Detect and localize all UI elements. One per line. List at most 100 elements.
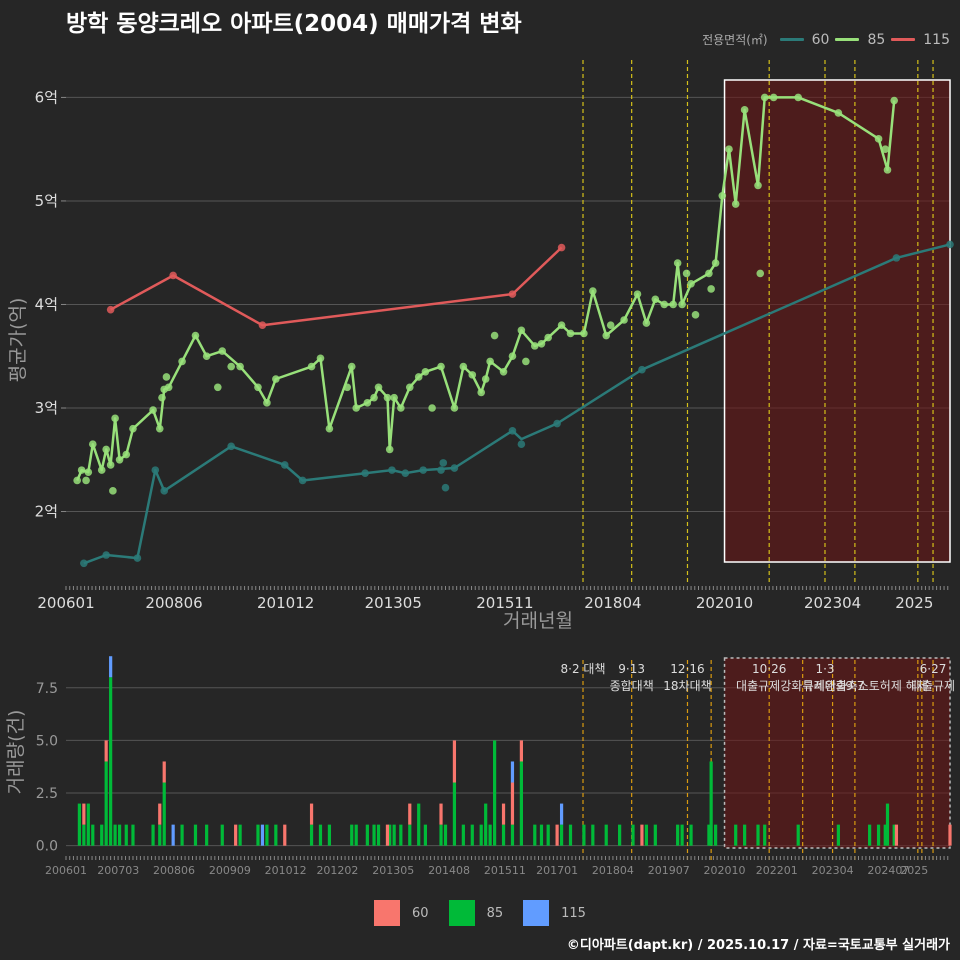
price-point-85 — [155, 424, 164, 433]
volume-bar-85 — [109, 677, 113, 846]
price-point-60 — [946, 240, 954, 249]
price-point-85 — [272, 375, 280, 383]
price-point-115 — [169, 271, 177, 280]
price-point-85 — [325, 424, 334, 433]
volume-annotation-text: 대출규제강화 — [736, 679, 802, 693]
price-y-tick-label: 5억 — [35, 192, 58, 210]
price-point-85 — [678, 300, 686, 309]
price-point-85 — [499, 367, 508, 376]
price-point-60 — [508, 426, 517, 435]
price-point-85 — [158, 393, 166, 402]
volume-bar-85 — [274, 824, 278, 846]
price-point-85 — [669, 300, 677, 309]
price-point-60 — [401, 469, 410, 478]
price-point-85 — [602, 331, 611, 340]
volume-bar-85 — [180, 824, 184, 846]
volume-annotation-text: 1·3 — [815, 662, 834, 676]
price-point-85 — [606, 321, 615, 329]
volume-bar-85 — [82, 824, 86, 846]
volume-bar-85 — [743, 824, 747, 846]
bottom-legend-item-60: 60 — [374, 900, 429, 926]
volume-bar-85 — [470, 824, 474, 846]
price-point-85 — [397, 404, 405, 412]
volume-bar-85 — [631, 824, 635, 846]
volume-bar-85 — [131, 824, 135, 846]
price-point-60 — [388, 466, 396, 474]
volume-annotation-text: 9·13 — [618, 662, 645, 676]
price-point-85 — [468, 371, 477, 379]
source-credit: ©디아파트(dapt.kr) / 2025.10.17 / 자료=국토교통부 실… — [566, 938, 950, 953]
price-point-85 — [122, 450, 131, 459]
volume-bar-85 — [162, 782, 166, 846]
price-point-85 — [191, 331, 200, 340]
price-point-85 — [754, 181, 762, 190]
bottom-legend: 60 85 115 — [0, 900, 960, 926]
price-x-tick-label: 201012 — [257, 594, 314, 612]
price-point-60 — [437, 466, 445, 474]
volume-bar-85 — [582, 824, 586, 846]
price-point-85 — [162, 373, 171, 381]
volume-bar-85 — [354, 824, 358, 846]
price-point-60 — [638, 365, 646, 374]
price-point-85 — [566, 329, 575, 338]
volume-bar-60 — [519, 740, 523, 762]
price-point-85 — [517, 326, 526, 335]
bottom-legend-swatch-115 — [523, 900, 550, 926]
price-point-85 — [164, 383, 173, 392]
price-x-tick-label: 200806 — [145, 594, 202, 612]
top-legend-label-85: 85 — [867, 31, 886, 48]
price-point-85 — [363, 399, 372, 407]
bottom-legend-label-115: 115 — [561, 905, 586, 921]
volume-x-tick-label: 201701 — [536, 864, 578, 877]
volume-y-tick-label: 7.5 — [36, 681, 58, 697]
volume-annotation-text: 규제완화 — [803, 679, 847, 693]
volume-x-tick-label: 202407 — [867, 864, 909, 877]
volume-bar-85 — [568, 824, 573, 846]
price-point-60 — [133, 554, 142, 562]
volume-bar-85 — [372, 824, 376, 846]
volume-bar-85 — [104, 761, 108, 846]
volume-bar-85 — [756, 824, 760, 846]
price-y-tick-label: 2억 — [35, 503, 58, 521]
volume-bar-60 — [385, 824, 390, 846]
top-legend-label-60: 60 — [811, 31, 830, 48]
volume-bar-85 — [327, 824, 332, 846]
volume-bar-85 — [676, 824, 680, 846]
volume-x-tick-label: 202010 — [704, 864, 746, 877]
volume-bar-85 — [707, 824, 711, 846]
price-panel: 2억 3억 4억 5억 6억 200601 200806 201012 201305 201511… — [7, 60, 954, 632]
volume-bar-85 — [892, 824, 896, 846]
bottom-legend-item-85: 85 — [448, 900, 503, 926]
price-point-85 — [459, 362, 468, 371]
volume-bar-115 — [510, 761, 515, 783]
price-point-85 — [756, 269, 765, 278]
price-point-85 — [740, 106, 749, 114]
volume-bar-85 — [546, 824, 550, 846]
volume-bar-85 — [539, 824, 544, 846]
top-legend: 전용면적(㎡) 60 85 115 — [702, 31, 950, 48]
volume-y-tick-label: 5.0 — [36, 733, 58, 749]
price-point-85 — [883, 166, 892, 174]
volume-bar-85 — [309, 824, 314, 846]
price-point-85 — [874, 135, 883, 143]
price-point-85 — [490, 331, 499, 340]
volume-bar-85 — [644, 824, 649, 846]
volume-annotation-text: 12·16 — [670, 662, 704, 676]
volume-bar-115 — [260, 824, 265, 846]
volume-x-tick-label: 2025 — [900, 864, 928, 877]
price-point-85 — [589, 287, 597, 295]
volume-x-tick-label: 200601 — [45, 864, 87, 877]
price-point-85 — [881, 145, 890, 153]
price-x-tick-label: 202010 — [696, 594, 753, 612]
price-point-85 — [307, 362, 316, 371]
volume-bar-85 — [519, 761, 523, 846]
price-point-85 — [477, 388, 486, 397]
price-point-85 — [73, 476, 81, 485]
bottom-legend-swatch-60 — [374, 900, 401, 926]
price-x-tick-label: 201305 — [365, 594, 422, 612]
price-point-85 — [508, 352, 517, 361]
price-point-85 — [890, 96, 898, 105]
volume-bar-115 — [559, 803, 564, 825]
volume-annotation-text: 6·27 — [920, 662, 947, 676]
